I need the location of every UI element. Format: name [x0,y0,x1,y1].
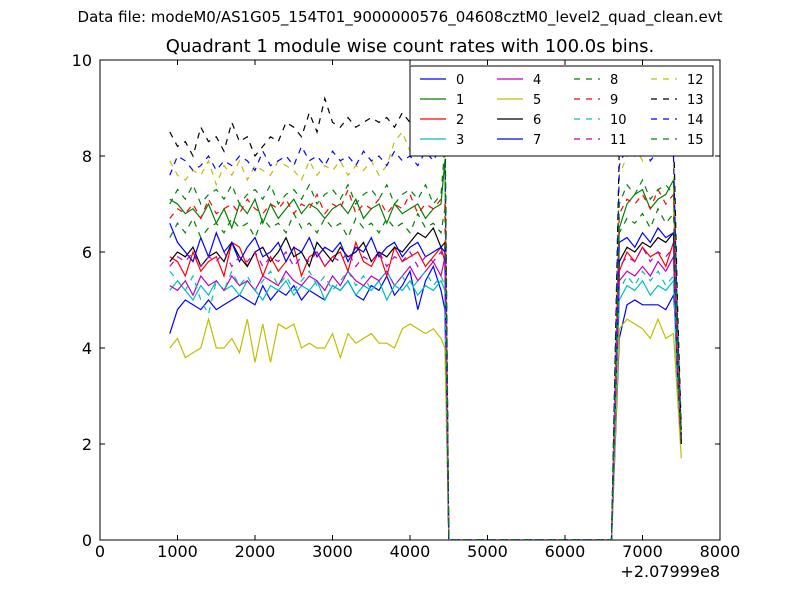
x-tick-label: 4000 [390,542,431,561]
legend-label-6: 6 [533,113,541,128]
x-tick-label: 8000 [700,542,741,561]
legend-label-1: 1 [456,93,464,108]
x-tick-label: 2000 [235,542,276,561]
y-tick-label: 2 [82,435,92,454]
legend-label-0: 0 [456,73,464,88]
series-lines [169,96,682,540]
x-tick-label: 6000 [545,542,586,561]
legend-label-13: 13 [687,93,704,108]
legend-label-14: 14 [687,113,704,128]
x-tick-label: 5000 [467,542,508,561]
x-tick-label: 0 [95,542,105,561]
y-tick-label: 0 [82,531,92,550]
legend-label-10: 10 [610,113,627,128]
data-file-supertitle: Data file: modeM0/AS1G05_154T01_90000005… [77,8,723,26]
legend-label-9: 9 [610,93,618,108]
x-tick-label: 1000 [157,542,198,561]
legend-label-4: 4 [533,73,541,88]
series-line-8 [169,207,682,540]
series-line-6 [169,226,682,540]
x-tick-label: 3000 [312,542,353,561]
legend-label-7: 7 [533,133,541,148]
series-line-2 [169,240,682,540]
x-offset-label: +2.07999e8 [620,562,720,581]
y-tick-label: 8 [82,147,92,166]
y-tick-label: 6 [82,243,92,262]
legend-box [409,65,714,157]
series-line-3 [169,279,682,540]
series-line-0 [169,264,682,540]
chart-title: Quadrant 1 module wise count rates with … [165,36,655,57]
series-line-7 [169,222,682,540]
legend-label-11: 11 [610,133,627,148]
legend-label-15: 15 [687,133,704,148]
y-tick-label: 10 [72,51,92,70]
legend-label-2: 2 [456,113,464,128]
legend-label-12: 12 [687,73,704,88]
y-tick-label: 4 [82,339,92,358]
legend-label-3: 3 [456,133,464,148]
series-line-11 [169,245,682,540]
legend-label-8: 8 [610,73,618,88]
series-line-5 [169,316,682,540]
series-line-13 [169,96,682,540]
series-line-9 [169,187,682,540]
legend-label-5: 5 [533,93,541,108]
x-tick-label: 7000 [622,542,663,561]
